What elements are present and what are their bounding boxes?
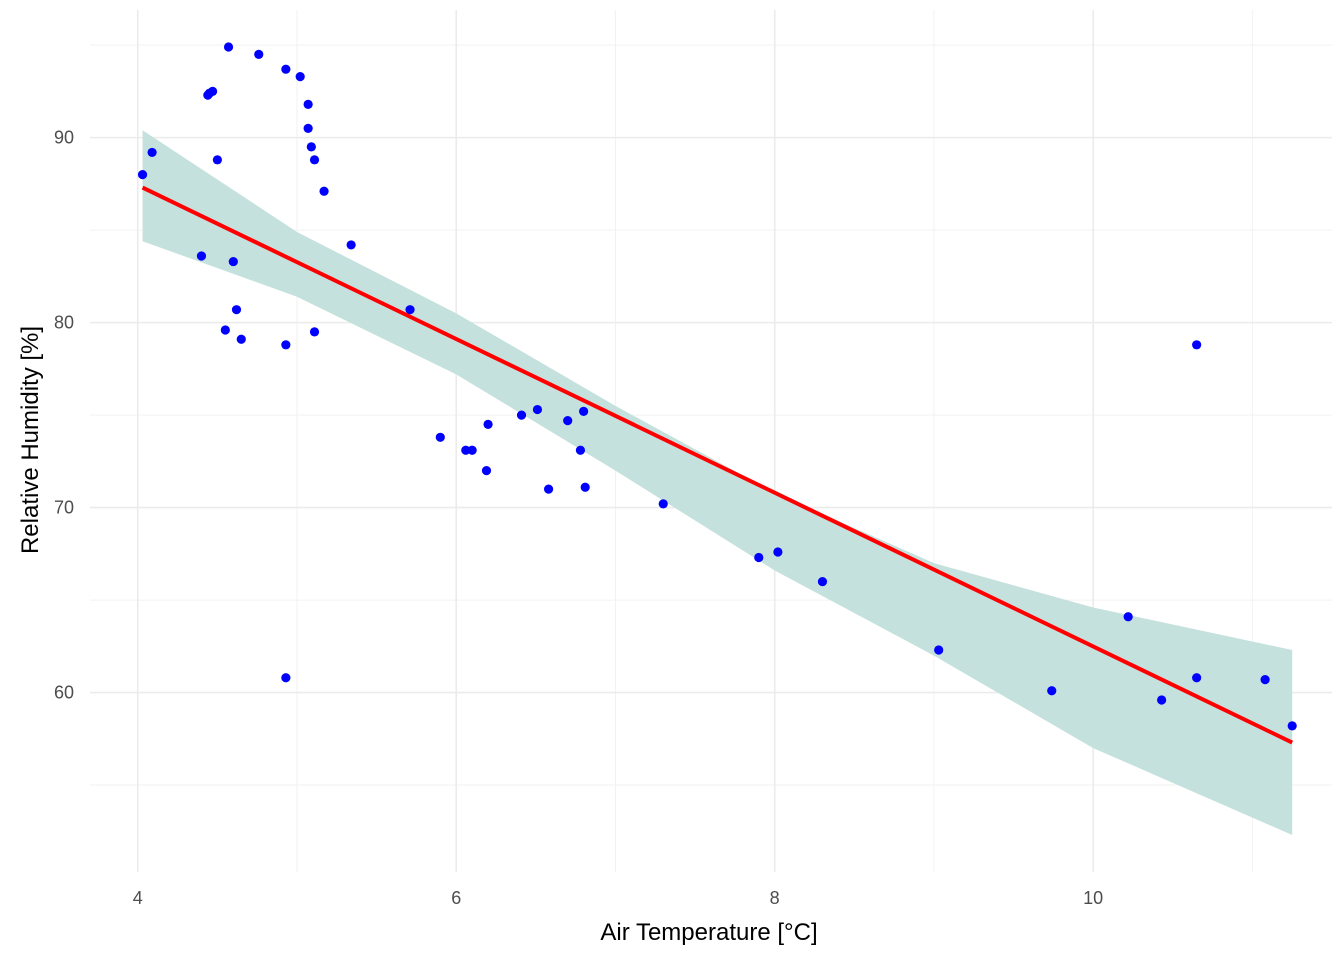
- y-tick-label: 70: [54, 498, 74, 518]
- data-point: [147, 147, 157, 158]
- confidence-band-layer: [142, 130, 1293, 836]
- data-point: [1123, 612, 1133, 622]
- data-point: [281, 64, 291, 74]
- data-point: [773, 547, 783, 557]
- y-axis-title: Relative Humidity [%]: [17, 326, 44, 554]
- data-point: [483, 419, 493, 429]
- data-point: [212, 155, 222, 165]
- data-point: [306, 142, 316, 152]
- data-point: [467, 445, 477, 455]
- data-point: [303, 123, 313, 133]
- data-point: [137, 170, 148, 180]
- data-point: [1260, 675, 1270, 685]
- data-point: [817, 576, 828, 587]
- x-tick-label: 8: [770, 888, 780, 908]
- y-tick-label: 80: [54, 313, 74, 333]
- regression-line: [141, 185, 1294, 745]
- data-point: [254, 49, 264, 59]
- data-point: [481, 465, 492, 476]
- x-tick-label: 6: [451, 888, 461, 908]
- x-tick-label: 10: [1083, 888, 1103, 908]
- data-point: [563, 416, 573, 426]
- data-point: [281, 340, 291, 350]
- x-axis-title: Air Temperature [°C]: [600, 919, 817, 946]
- data-point: [208, 86, 218, 96]
- data-point: [435, 432, 445, 442]
- data-point: [516, 410, 527, 420]
- data-point: [196, 251, 207, 261]
- x-tick-label: 4: [133, 888, 143, 908]
- data-point: [319, 186, 329, 196]
- data-point: [228, 256, 238, 267]
- data-point: [236, 334, 246, 344]
- data-point: [461, 445, 471, 455]
- data-point: [1192, 673, 1202, 683]
- data-point: [223, 42, 234, 52]
- y-tick-label: 90: [54, 128, 74, 148]
- data-point: [1157, 695, 1167, 705]
- regression-line-layer: [141, 185, 1294, 745]
- data-point: [575, 445, 586, 455]
- data-point: [934, 645, 944, 655]
- data-point: [754, 552, 764, 563]
- data-point: [658, 499, 668, 509]
- data-point: [405, 305, 415, 315]
- data-point: [543, 484, 554, 494]
- y-tick-labels: 60 70 80 90: [54, 128, 74, 703]
- data-point: [309, 155, 320, 165]
- data-point: [295, 71, 305, 82]
- data-point: [1047, 686, 1057, 696]
- data-point: [1192, 340, 1202, 350]
- data-point: [220, 325, 230, 335]
- data-point: [580, 482, 590, 492]
- x-tick-labels: 4 6 8 10: [133, 888, 1103, 908]
- points-layer: [137, 42, 1297, 731]
- data-point: [231, 305, 242, 315]
- data-point: [1287, 721, 1297, 731]
- y-tick-label: 60: [54, 683, 74, 703]
- data-point: [309, 327, 320, 337]
- data-point: [532, 404, 543, 415]
- data-point: [281, 673, 291, 683]
- data-point: [303, 99, 313, 109]
- data-point: [579, 406, 589, 417]
- data-point: [346, 240, 356, 250]
- confidence-band: [142, 130, 1293, 836]
